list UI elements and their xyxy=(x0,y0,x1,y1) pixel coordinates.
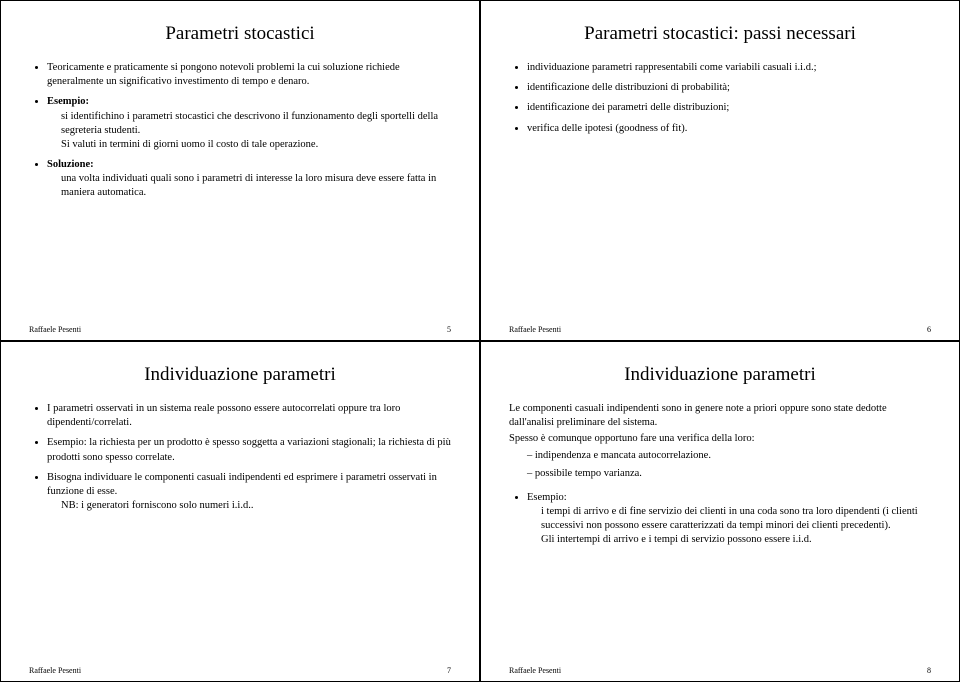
slide-footer: Raffaele Pesenti 5 xyxy=(29,325,451,334)
footer-author: Raffaele Pesenti xyxy=(509,325,561,334)
slide-6: Parametri stocastici: passi necessari in… xyxy=(480,0,960,341)
label: Esempio: xyxy=(47,96,89,107)
slide-content: individuazione parametri rappresentabili… xyxy=(509,61,931,136)
slide-8: Individuazione parametri Le componenti c… xyxy=(480,341,960,682)
sub-text: i tempi di arrivo e di fine servizio dei… xyxy=(527,505,931,533)
note: NB: i generatori forniscono solo numeri … xyxy=(47,499,451,513)
paragraph: Spesso è comunque opportuno fare una ver… xyxy=(509,432,931,446)
paragraph: Le componenti casuali indipendenti sono … xyxy=(509,402,931,430)
page-number: 6 xyxy=(927,325,931,334)
slide-grid: Parametri stocastici Teoricamente e prat… xyxy=(0,0,960,682)
sub-bullet: possibile tempo varianza. xyxy=(527,467,931,481)
slide-footer: Raffaele Pesenti 8 xyxy=(509,666,931,675)
sub-text: Gli intertempi di arrivo e i tempi di se… xyxy=(527,533,931,547)
bullet-text: Bisogna individuare le componenti casual… xyxy=(47,472,437,497)
label: Soluzione: xyxy=(47,159,94,170)
bullet: verifica delle ipotesi (goodness of fit)… xyxy=(527,122,931,136)
page-number: 8 xyxy=(927,666,931,675)
bullet: Esempio: i tempi di arrivo e di fine ser… xyxy=(527,491,931,548)
footer-author: Raffaele Pesenti xyxy=(509,666,561,675)
slide-title: Individuazione parametri xyxy=(509,364,931,386)
slide-title: Individuazione parametri xyxy=(29,364,451,386)
sub-text: si identifichino i parametri stocastici … xyxy=(47,110,451,138)
bullet: Esempio: la richiesta per un prodotto è … xyxy=(47,436,451,464)
bullet: I parametri osservati in un sistema real… xyxy=(47,402,451,430)
page-number: 5 xyxy=(447,325,451,334)
label: Esempio: xyxy=(527,492,567,503)
bullet: identificazione delle distribuzioni di p… xyxy=(527,81,931,95)
bullet: Bisogna individuare le componenti casual… xyxy=(47,471,451,514)
slide-5: Parametri stocastici Teoricamente e prat… xyxy=(0,0,480,341)
slide-title: Parametri stocastici: passi necessari xyxy=(509,23,931,45)
sub-bullet: indipendenza e mancata autocorrelazione. xyxy=(527,449,931,463)
slide-content: Le componenti casuali indipendenti sono … xyxy=(509,402,931,548)
bullet: Soluzione: una volta individuati quali s… xyxy=(47,158,451,201)
slide-footer: Raffaele Pesenti 6 xyxy=(509,325,931,334)
slide-content: I parametri osservati in un sistema real… xyxy=(29,402,451,513)
bullet: Teoricamente e praticamente si pongono n… xyxy=(47,61,451,89)
bullet: identificazione dei parametri delle dist… xyxy=(527,101,931,115)
slide-footer: Raffaele Pesenti 7 xyxy=(29,666,451,675)
slide-7: Individuazione parametri I parametri oss… xyxy=(0,341,480,682)
slide-content: Teoricamente e praticamente si pongono n… xyxy=(29,61,451,201)
footer-author: Raffaele Pesenti xyxy=(29,666,81,675)
page-number: 7 xyxy=(447,666,451,675)
bullet: Esempio: si identifichino i parametri st… xyxy=(47,95,451,152)
bullet: individuazione parametri rappresentabili… xyxy=(527,61,931,75)
footer-author: Raffaele Pesenti xyxy=(29,325,81,334)
sub-text: Si valuti in termini di giorni uomo il c… xyxy=(47,138,451,152)
sub-text: una volta individuati quali sono i param… xyxy=(47,172,451,200)
slide-title: Parametri stocastici xyxy=(29,23,451,45)
